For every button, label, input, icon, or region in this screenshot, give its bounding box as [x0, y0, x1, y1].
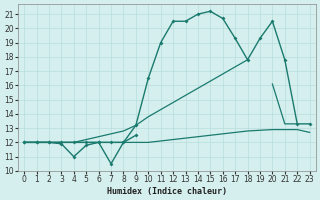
X-axis label: Humidex (Indice chaleur): Humidex (Indice chaleur)	[107, 187, 227, 196]
